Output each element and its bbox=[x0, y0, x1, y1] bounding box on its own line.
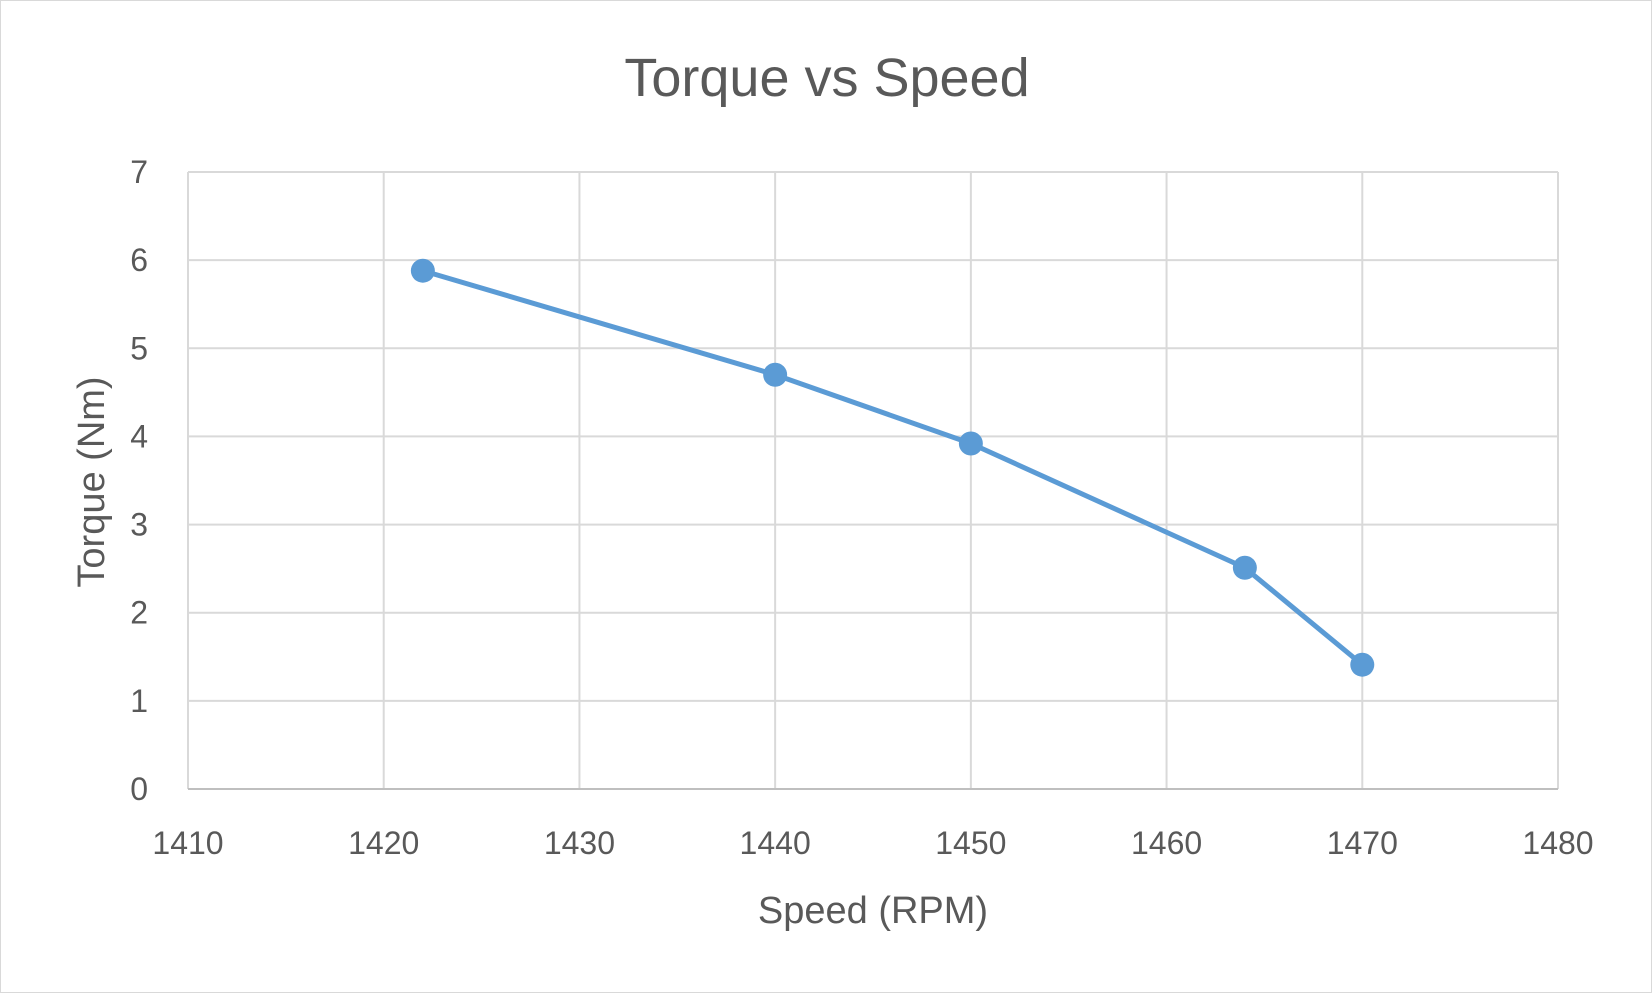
y-tick-label: 0 bbox=[130, 771, 148, 807]
data-point bbox=[1350, 652, 1375, 677]
grid-lines bbox=[187, 171, 1559, 789]
data-series bbox=[410, 258, 1375, 677]
x-tick-label: 1420 bbox=[348, 825, 419, 861]
x-tick-label: 1430 bbox=[544, 825, 615, 861]
data-point bbox=[763, 362, 788, 387]
x-tick-label: 1470 bbox=[1327, 825, 1398, 861]
series-line bbox=[420, 268, 1365, 668]
y-tick-label: 6 bbox=[130, 242, 148, 278]
y-tick-label: 4 bbox=[130, 418, 148, 454]
x-tick-labels: 1410 1420 1430 1440 1450 1460 1470 1480 bbox=[152, 825, 1593, 861]
y-tick-label: 2 bbox=[130, 595, 148, 631]
x-tick-label: 1450 bbox=[935, 825, 1006, 861]
x-axis-title: Speed (RPM) bbox=[758, 890, 988, 932]
data-point bbox=[410, 258, 435, 283]
chart-title: Torque vs Speed bbox=[624, 48, 1029, 108]
y-tick-label: 5 bbox=[130, 330, 148, 366]
y-tick-label: 3 bbox=[130, 507, 148, 543]
y-axis-title: Torque (Nm) bbox=[71, 376, 113, 587]
x-tick-label: 1480 bbox=[1522, 825, 1593, 861]
x-tick-label: 1410 bbox=[152, 825, 223, 861]
y-tick-labels: 0 1 2 3 4 5 6 7 bbox=[130, 154, 148, 807]
x-tick-label: 1440 bbox=[740, 825, 811, 861]
y-tick-label: 1 bbox=[130, 683, 148, 719]
y-tick-label: 7 bbox=[130, 154, 148, 190]
data-point bbox=[1232, 555, 1257, 580]
data-point bbox=[958, 431, 983, 456]
x-tick-label: 1460 bbox=[1131, 825, 1202, 861]
